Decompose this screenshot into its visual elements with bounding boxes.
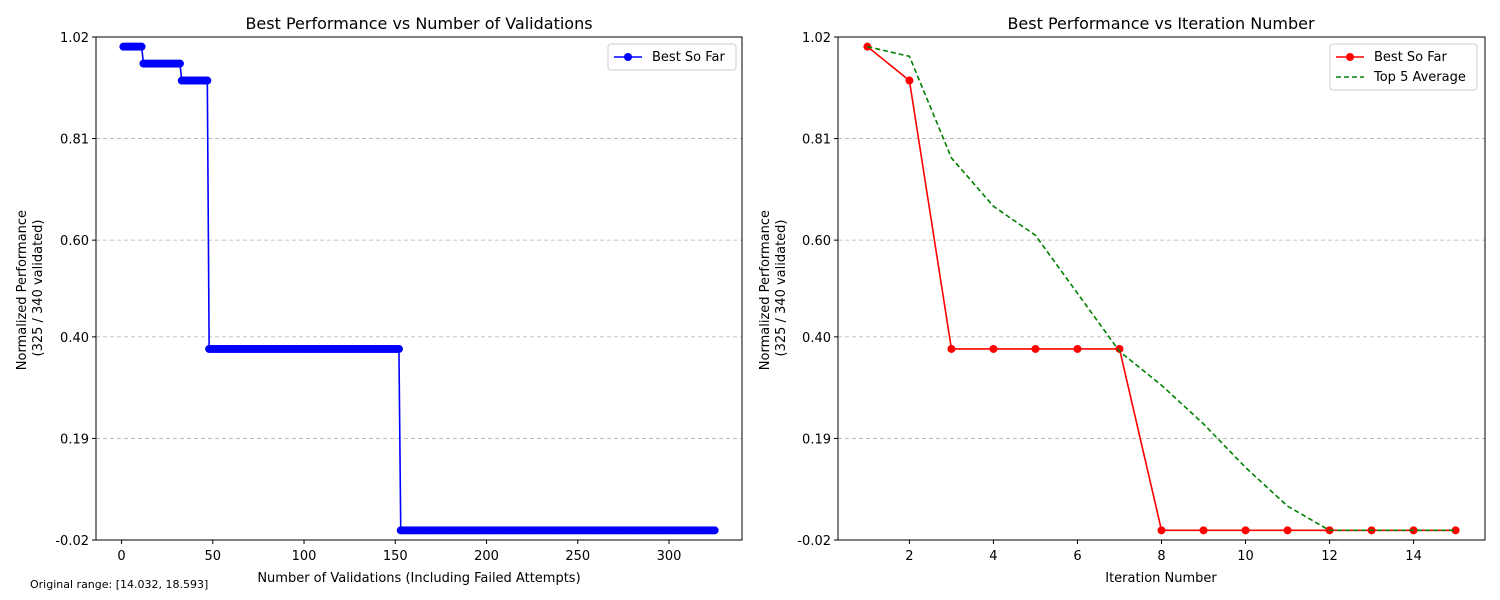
x-tick-label: 150 — [383, 549, 408, 564]
x-tick-label: 12 — [1321, 549, 1338, 564]
y-tick-label: -0.02 — [55, 534, 89, 549]
x-tick-label: 14 — [1405, 549, 1422, 564]
legend-box — [607, 43, 737, 71]
chart-left-x-axis-label: Number of Validations (Including Failed … — [257, 571, 580, 586]
data-point-best-so-far — [863, 42, 872, 51]
chart-right-series — [863, 42, 1460, 535]
x-tick-label: 4 — [989, 549, 997, 564]
chart-right-y-axis-label-line1: Normalized Performance — [758, 210, 773, 370]
x-tick-label: 8 — [1157, 549, 1165, 564]
chart-left: Best Performance vs Number of Validation… — [15, 14, 743, 586]
chart-left-series — [119, 42, 719, 535]
y-tick-label: 1.02 — [60, 31, 89, 46]
footnote: Original range: [14.032, 18.593] — [30, 578, 208, 591]
y-tick-label: 1.02 — [802, 31, 831, 46]
data-point-best-so-far — [1283, 526, 1292, 535]
chart-right-y-ticks: -0.02 0.19 0.40 0.60 0.81 1.02 — [797, 31, 838, 549]
y-tick-label: 0.81 — [60, 133, 89, 148]
x-tick-label: 0 — [117, 549, 125, 564]
chart-left-y-ticks: -0.02 0.19 0.40 0.60 0.81 1.02 — [55, 31, 96, 549]
data-point-best-so-far — [947, 344, 956, 353]
x-tick-label: 200 — [474, 549, 499, 564]
x-tick-label: 300 — [657, 549, 682, 564]
chart-right-y-axis-label: Normalized Performance (325 / 340 valida… — [758, 206, 789, 370]
chart-right-title: Best Performance vs Iteration Number — [1007, 14, 1315, 33]
chart-left-frame — [95, 36, 743, 541]
chart-left-y-axis-label-line1: Normalized Performance — [15, 210, 30, 370]
legend-label-best-so-far: Best So Far — [652, 50, 726, 65]
series-line-best-so-far — [123, 45, 715, 532]
data-point-best-so-far — [710, 526, 719, 535]
chart-right-legend: Best So Far Top 5 Average — [1329, 43, 1478, 91]
x-tick-label: 50 — [205, 549, 222, 564]
y-tick-label: 0.19 — [802, 432, 831, 447]
series-line-top-5-average — [867, 45, 1456, 532]
y-tick-label: 0.81 — [802, 133, 831, 148]
data-point-best-so-far — [203, 76, 212, 85]
chart-right-frame — [837, 36, 1486, 541]
data-point-best-so-far — [1031, 344, 1040, 353]
data-point-best-so-far — [1157, 526, 1166, 535]
chart-right-x-ticks: 2 4 6 8 10 12 14 — [905, 540, 1422, 564]
data-point-best-so-far — [394, 344, 403, 353]
data-point-best-so-far — [1241, 526, 1250, 535]
series-line-best-so-far — [866, 46, 1456, 532]
chart-left-x-ticks: 0 50 100 150 200 250 300 — [117, 540, 681, 564]
legend-label-best-so-far: Best So Far — [1374, 50, 1448, 65]
data-point-best-so-far — [1115, 344, 1124, 353]
data-point-best-so-far — [1199, 526, 1208, 535]
legend-marker-best-so-far — [624, 53, 632, 61]
x-tick-label: 2 — [905, 549, 913, 564]
chart-right: Best Performance vs Iteration Number 2 4 6… — [758, 14, 1486, 586]
data-point-best-so-far — [1451, 526, 1460, 535]
data-point-best-so-far — [137, 42, 146, 51]
y-tick-label: 0.60 — [60, 234, 89, 249]
chart-right-x-axis-label: Iteration Number — [1105, 571, 1217, 586]
y-tick-label: 0.19 — [60, 432, 89, 447]
chart-left-y-axis-label-line2: (325 / 340 validated) — [31, 220, 46, 357]
chart-left-grid — [96, 138, 742, 439]
legend-label-top5-average: Top 5 Average — [1373, 70, 1466, 85]
legend-marker-best-so-far — [1346, 53, 1354, 61]
data-point-best-so-far — [1073, 344, 1082, 353]
y-tick-label: 0.40 — [60, 331, 89, 346]
x-tick-label: 10 — [1237, 549, 1254, 564]
data-point-best-so-far — [905, 76, 914, 85]
x-tick-label: 6 — [1073, 549, 1081, 564]
chart-right-y-axis-label-line2: (325 / 340 validated) — [774, 220, 789, 357]
y-tick-label: 0.60 — [802, 234, 831, 249]
data-point-best-so-far — [989, 344, 998, 353]
y-tick-label: 0.40 — [802, 331, 831, 346]
y-tick-label: -0.02 — [797, 534, 831, 549]
x-tick-label: 100 — [292, 549, 317, 564]
chart-right-grid — [838, 138, 1485, 439]
legend-box — [1329, 43, 1478, 91]
chart-left-legend: Best So Far — [607, 43, 737, 71]
chart-left-y-axis-label: Normalized Performance (325 / 340 valida… — [15, 206, 46, 370]
x-tick-label: 250 — [565, 549, 590, 564]
data-point-best-so-far — [175, 59, 184, 68]
chart-left-title: Best Performance vs Number of Validation… — [245, 14, 592, 33]
